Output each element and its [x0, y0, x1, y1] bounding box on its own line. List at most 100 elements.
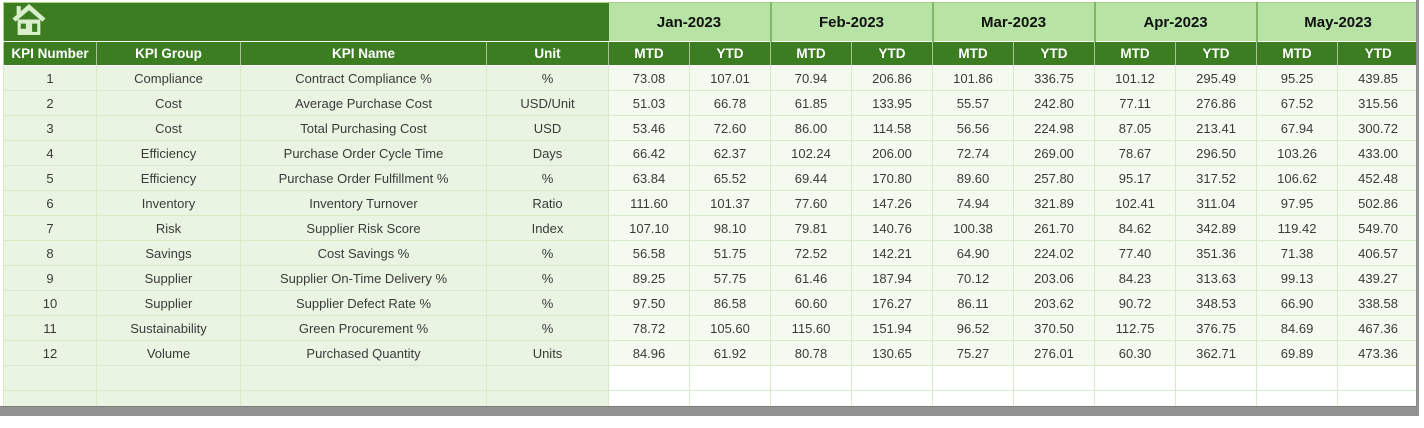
value-cell[interactable]: 315.56 — [1337, 90, 1420, 116]
value-cell[interactable]: 70.12 — [932, 265, 1015, 291]
unit-cell[interactable]: Units — [486, 340, 609, 366]
value-cell[interactable]: 66.42 — [608, 140, 690, 166]
value-cell[interactable] — [1013, 365, 1096, 391]
kpi-number-cell[interactable]: 5 — [3, 165, 97, 191]
kpi-number-cell[interactable]: 4 — [3, 140, 97, 166]
value-cell[interactable]: 97.95 — [1256, 190, 1339, 216]
value-cell[interactable]: 107.10 — [608, 215, 690, 241]
value-cell[interactable]: 60.30 — [1094, 340, 1177, 366]
value-cell[interactable]: 69.89 — [1256, 340, 1339, 366]
kpi-number-cell[interactable]: 1 — [3, 65, 97, 91]
unit-cell[interactable]: % — [486, 290, 609, 316]
col-header-jan-mtd[interactable]: MTD — [608, 41, 690, 66]
value-cell[interactable]: 114.58 — [850, 115, 934, 141]
value-cell[interactable]: 107.01 — [689, 65, 771, 91]
value-cell[interactable]: 206.86 — [850, 65, 934, 91]
value-cell[interactable]: 61.92 — [689, 340, 771, 366]
value-cell[interactable]: 77.40 — [1094, 240, 1177, 266]
kpi-name-cell[interactable]: Green Procurement % — [240, 315, 487, 341]
value-cell[interactable]: 338.58 — [1337, 290, 1420, 316]
home-icon[interactable] — [10, 3, 48, 36]
value-cell[interactable]: 176.27 — [850, 290, 934, 316]
value-cell[interactable]: 95.17 — [1094, 165, 1177, 191]
value-cell[interactable] — [770, 365, 852, 391]
kpi-name-cell[interactable]: Supplier Defect Rate % — [240, 290, 487, 316]
kpi-number-cell[interactable] — [3, 390, 97, 416]
value-cell[interactable]: 106.62 — [1256, 165, 1339, 191]
value-cell[interactable]: 79.81 — [770, 215, 852, 241]
col-header-apr-mtd[interactable]: MTD — [1094, 41, 1176, 66]
value-cell[interactable]: 84.96 — [608, 340, 690, 366]
value-cell[interactable]: 87.05 — [1094, 115, 1177, 141]
kpi-group-cell[interactable]: Supplier — [96, 265, 241, 291]
value-cell[interactable]: 321.89 — [1013, 190, 1096, 216]
value-cell[interactable]: 351.36 — [1175, 240, 1258, 266]
value-cell[interactable]: 276.86 — [1175, 90, 1258, 116]
value-cell[interactable]: 549.70 — [1337, 215, 1420, 241]
value-cell[interactable]: 115.60 — [770, 315, 852, 341]
kpi-name-cell[interactable]: Purchase Order Cycle Time — [240, 140, 487, 166]
kpi-name-cell[interactable]: Average Purchase Cost — [240, 90, 487, 116]
unit-cell[interactable]: % — [486, 240, 609, 266]
month-header-may[interactable]: May-2023 — [1255, 2, 1419, 42]
value-cell[interactable]: 261.70 — [1013, 215, 1096, 241]
value-cell[interactable]: 269.00 — [1013, 140, 1096, 166]
value-cell[interactable]: 65.52 — [689, 165, 771, 191]
kpi-group-cell[interactable]: Savings — [96, 240, 241, 266]
col-header-mar-mtd[interactable]: MTD — [932, 41, 1014, 66]
col-header-kpi-name[interactable]: KPI Name — [240, 41, 487, 66]
value-cell[interactable]: 56.56 — [932, 115, 1015, 141]
vertical-scrollbar[interactable] — [1416, 0, 1420, 416]
value-cell[interactable] — [608, 365, 690, 391]
kpi-number-cell[interactable]: 9 — [3, 265, 97, 291]
value-cell[interactable]: 224.02 — [1013, 240, 1096, 266]
value-cell[interactable]: 60.60 — [770, 290, 852, 316]
kpi-group-cell[interactable]: Supplier — [96, 290, 241, 316]
value-cell[interactable]: 61.46 — [770, 265, 852, 291]
unit-cell[interactable]: % — [486, 165, 609, 191]
value-cell[interactable]: 311.04 — [1175, 190, 1258, 216]
kpi-number-cell[interactable]: 8 — [3, 240, 97, 266]
value-cell[interactable] — [1337, 365, 1420, 391]
col-header-feb-ytd[interactable]: YTD — [850, 41, 933, 66]
value-cell[interactable]: 133.95 — [850, 90, 934, 116]
value-cell[interactable]: 473.36 — [1337, 340, 1420, 366]
horizontal-scrollbar[interactable] — [0, 406, 1420, 416]
kpi-group-cell[interactable]: Inventory — [96, 190, 241, 216]
value-cell[interactable]: 439.27 — [1337, 265, 1420, 291]
value-cell[interactable]: 84.69 — [1256, 315, 1339, 341]
unit-cell[interactable] — [486, 365, 609, 391]
value-cell[interactable]: 84.62 — [1094, 215, 1177, 241]
value-cell[interactable]: 86.00 — [770, 115, 852, 141]
value-cell[interactable]: 71.38 — [1256, 240, 1339, 266]
value-cell[interactable]: 151.94 — [850, 315, 934, 341]
kpi-number-cell[interactable] — [3, 365, 97, 391]
value-cell[interactable]: 98.10 — [689, 215, 771, 241]
unit-cell[interactable]: Days — [486, 140, 609, 166]
value-cell[interactable]: 70.94 — [770, 65, 852, 91]
unit-cell[interactable]: USD — [486, 115, 609, 141]
value-cell[interactable]: 187.94 — [850, 265, 934, 291]
value-cell[interactable]: 64.90 — [932, 240, 1015, 266]
value-cell[interactable]: 73.08 — [608, 65, 690, 91]
unit-cell[interactable]: % — [486, 315, 609, 341]
kpi-name-cell[interactable] — [240, 365, 487, 391]
value-cell[interactable] — [1256, 365, 1339, 391]
col-header-kpi-number[interactable]: KPI Number — [3, 41, 97, 66]
value-cell[interactable]: 111.60 — [608, 190, 690, 216]
value-cell[interactable]: 77.11 — [1094, 90, 1177, 116]
value-cell[interactable]: 78.72 — [608, 315, 690, 341]
value-cell[interactable]: 66.90 — [1256, 290, 1339, 316]
unit-cell[interactable]: Ratio — [486, 190, 609, 216]
value-cell[interactable]: 257.80 — [1013, 165, 1096, 191]
kpi-group-cell[interactable]: Volume — [96, 340, 241, 366]
value-cell[interactable]: 72.52 — [770, 240, 852, 266]
kpi-name-cell[interactable]: Inventory Turnover — [240, 190, 487, 216]
value-cell[interactable]: 101.86 — [932, 65, 1015, 91]
value-cell[interactable]: 72.74 — [932, 140, 1015, 166]
kpi-number-cell[interactable]: 2 — [3, 90, 97, 116]
value-cell[interactable]: 296.50 — [1175, 140, 1258, 166]
value-cell[interactable]: 300.72 — [1337, 115, 1420, 141]
col-header-may-ytd[interactable]: YTD — [1337, 41, 1419, 66]
value-cell[interactable]: 99.13 — [1256, 265, 1339, 291]
